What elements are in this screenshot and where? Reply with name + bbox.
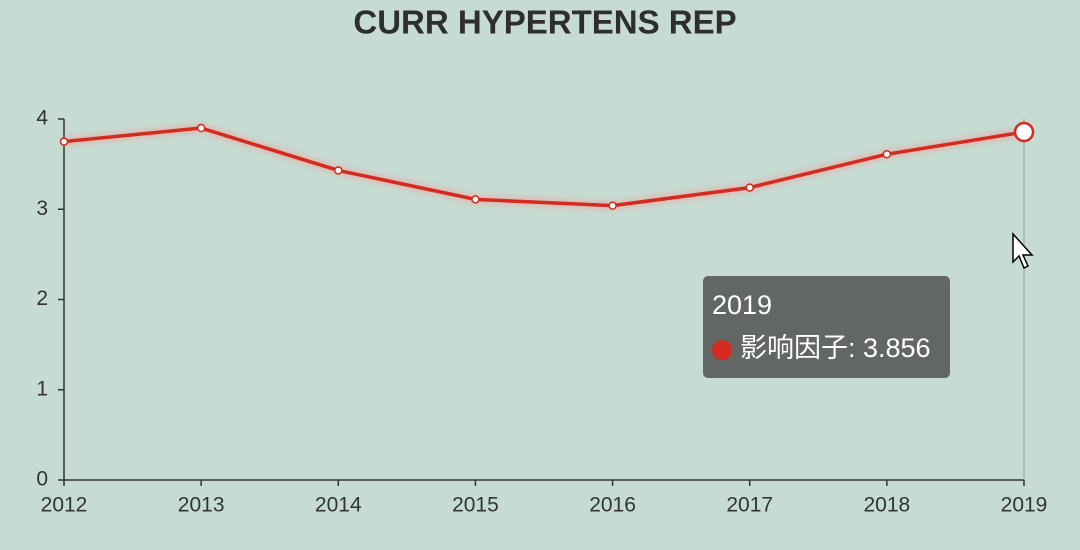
x-tick-label: 2015 [452,494,499,517]
tooltip-title: 2019 [712,290,772,320]
x-tick-label: 2019 [1001,494,1048,517]
tooltip-marker [712,340,732,360]
cursor [1012,232,1034,270]
line [63,126,1025,208]
x-tick-label: 2016 [589,494,636,517]
point [1013,121,1035,143]
x-tick-label: 2014 [315,494,362,517]
y-tick-label: 4 [36,107,48,130]
tooltip-label: 影响因子: 3.856 [740,333,931,363]
point [471,195,480,204]
y-tick-label: 2 [36,287,48,310]
point [745,183,754,192]
x-tick-label: 2018 [863,494,910,517]
y-tick-label: 1 [36,377,48,400]
point [608,201,617,210]
y-tick-label: 0 [36,468,48,491]
x-tick-label: 2012 [41,494,88,517]
tooltip-box [703,276,950,378]
point [882,149,892,159]
tooltip: 2019 影响因子: 3.856 [703,276,950,378]
chart-title: CURR HYPERTENS REP [353,4,736,41]
y-tick-label: 3 [36,197,48,220]
point [196,123,206,133]
point [59,137,69,146]
x-tick-label: 2013 [178,494,225,517]
point [334,166,343,175]
x-tick-label: 2017 [726,494,773,517]
